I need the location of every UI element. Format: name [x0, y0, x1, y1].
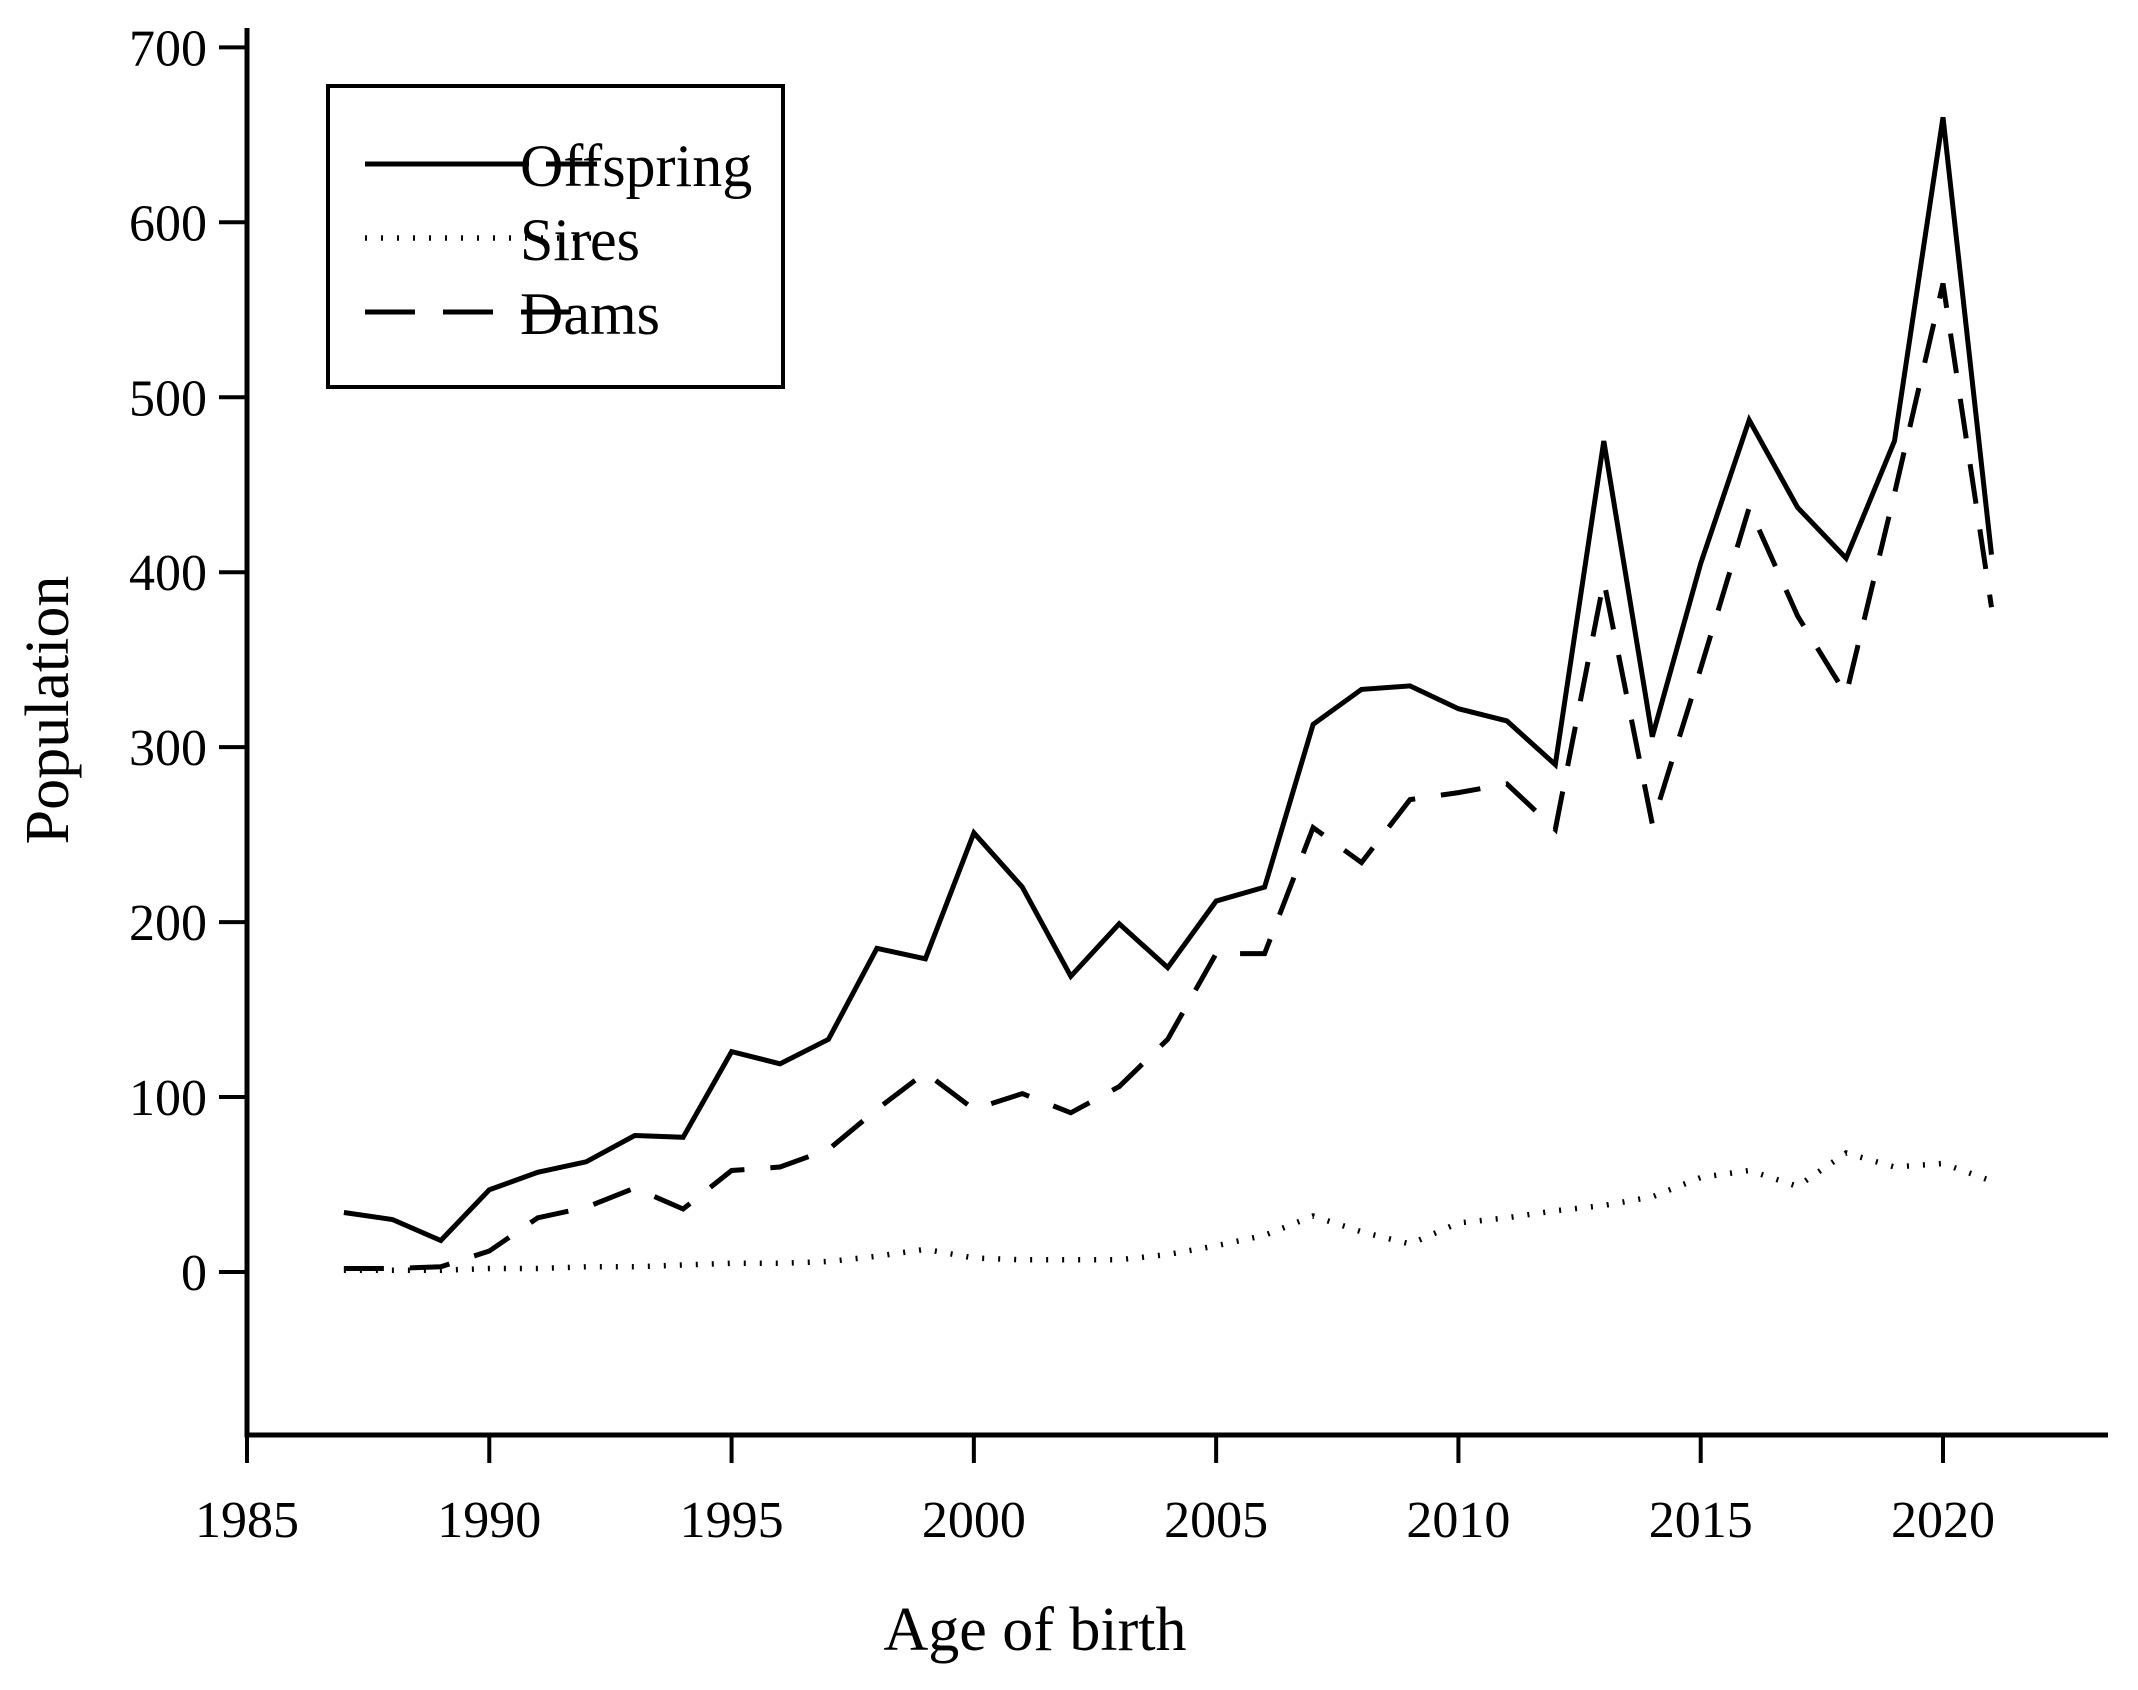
y-axis-ticks: 0 100 200 300 400 500 600 700 — [129, 20, 247, 1302]
x-tick-label-2005: 2005 — [1164, 1492, 1268, 1549]
legend-border — [326, 84, 785, 389]
series-line-sires — [343, 1149, 1993, 1274]
x-tick-label-2010: 2010 — [1406, 1492, 1510, 1549]
x-tick-label-2015: 2015 — [1649, 1492, 1753, 1549]
y-tick-label-400: 400 — [129, 545, 207, 602]
y-tick-label-200: 200 — [129, 895, 207, 952]
x-axis-ticks: 1985 1990 1995 2000 2005 2010 2015 2020 — [195, 1435, 1995, 1549]
x-tick-label-1985: 1985 — [195, 1492, 299, 1549]
legend-label-dams: Dams — [520, 281, 660, 347]
y-tick-label-700: 700 — [129, 20, 207, 77]
x-axis-title: Age of birth — [883, 1596, 1186, 1664]
x-tick-label-1990: 1990 — [437, 1492, 541, 1549]
data-series — [343, 116, 1994, 1274]
x-tick-label-1995: 1995 — [680, 1492, 784, 1549]
series-line-offspring — [343, 116, 1994, 1244]
y-tick-label-100: 100 — [129, 1070, 207, 1127]
y-tick-label-0: 0 — [181, 1245, 207, 1302]
x-tick-label-2000: 2000 — [922, 1492, 1026, 1549]
legend: Offspring Sires Dams — [326, 84, 785, 389]
y-tick-label-500: 500 — [129, 370, 207, 427]
series-line-dams — [343, 282, 1994, 1271]
legend-label-offspring: Offspring — [520, 133, 752, 199]
x-tick-label-2020: 2020 — [1891, 1492, 1995, 1549]
y-tick-label-600: 600 — [129, 195, 207, 252]
y-tick-label-300: 300 — [129, 720, 207, 777]
legend-label-sires: Sires — [520, 207, 640, 273]
y-axis-title: Population — [14, 576, 82, 845]
